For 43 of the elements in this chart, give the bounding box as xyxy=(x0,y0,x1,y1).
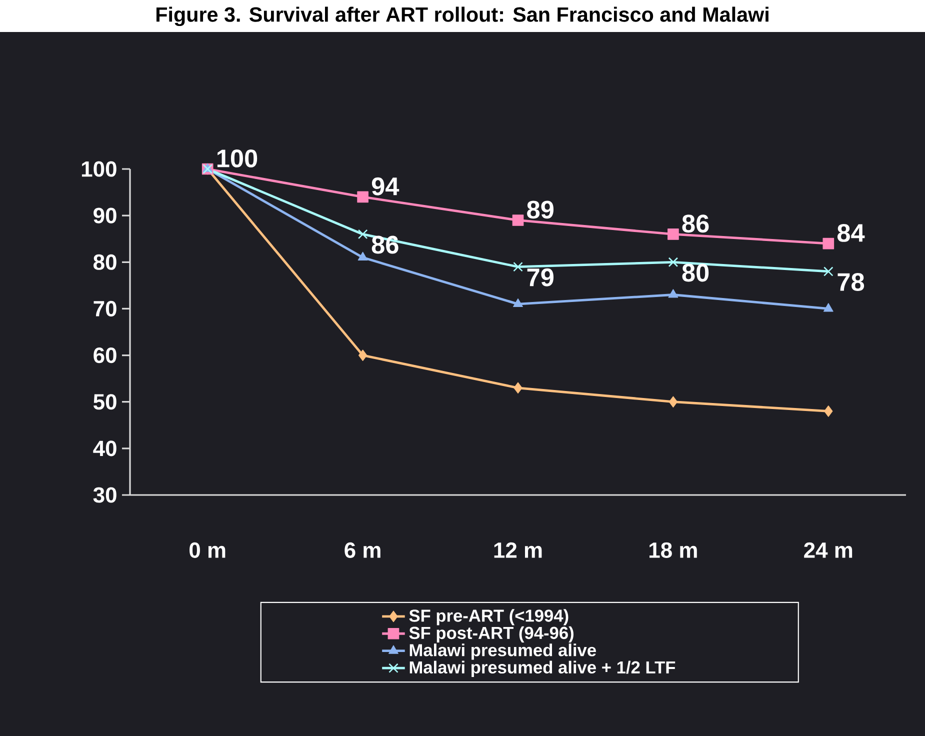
x-tick-label: 0 m xyxy=(190,542,226,558)
y-tick-label: 90 xyxy=(94,208,116,224)
point xyxy=(668,396,678,408)
legend-label: Malawi presumed alive + 1/2 LTF xyxy=(410,660,676,677)
y-tick-label: 40 xyxy=(93,440,116,456)
point xyxy=(513,298,523,308)
point xyxy=(513,262,523,272)
data-label: 86 xyxy=(682,214,709,233)
point xyxy=(357,191,368,203)
x-tick-label: 18 m xyxy=(650,542,697,558)
point xyxy=(358,252,368,260)
data-label: 89 xyxy=(527,200,554,219)
y-tick-label: 50 xyxy=(93,394,116,410)
point xyxy=(823,266,834,276)
data-label: 80 xyxy=(682,264,709,282)
point xyxy=(514,382,522,394)
x-tick-label: 24 m xyxy=(804,542,852,558)
y-tick-label: 30 xyxy=(93,487,116,503)
y-tick-label: 60 xyxy=(94,347,116,364)
point xyxy=(358,350,368,361)
data-label: 84 xyxy=(837,224,865,242)
point xyxy=(823,303,834,312)
legend-label: Malawi presumed alive xyxy=(410,644,596,660)
data-label: 78 xyxy=(838,273,864,292)
data-label: 94 xyxy=(372,177,400,196)
x-tick-label: 6 m xyxy=(344,542,380,558)
y-tick-label: 70 xyxy=(94,300,116,317)
y-tick-label: 80 xyxy=(94,254,116,270)
point xyxy=(668,257,678,268)
point xyxy=(824,406,833,417)
data-label: 79 xyxy=(527,268,554,286)
x-tick-label: 12 m xyxy=(494,542,542,558)
y-tick-label: 100 xyxy=(82,161,116,177)
data-label: 86 xyxy=(372,236,398,254)
data-label: 100 xyxy=(217,149,258,168)
point xyxy=(668,228,679,240)
point xyxy=(358,229,368,240)
point xyxy=(668,289,678,298)
legend-label: SF pre-ART (<1994) xyxy=(409,609,568,626)
point xyxy=(822,238,834,250)
point xyxy=(512,214,524,226)
chart-title: Figure 3. Survival after ART rollout: San Francisco and Malawi xyxy=(156,6,768,26)
legend-label: SF post-ART (94-96) xyxy=(409,626,574,643)
